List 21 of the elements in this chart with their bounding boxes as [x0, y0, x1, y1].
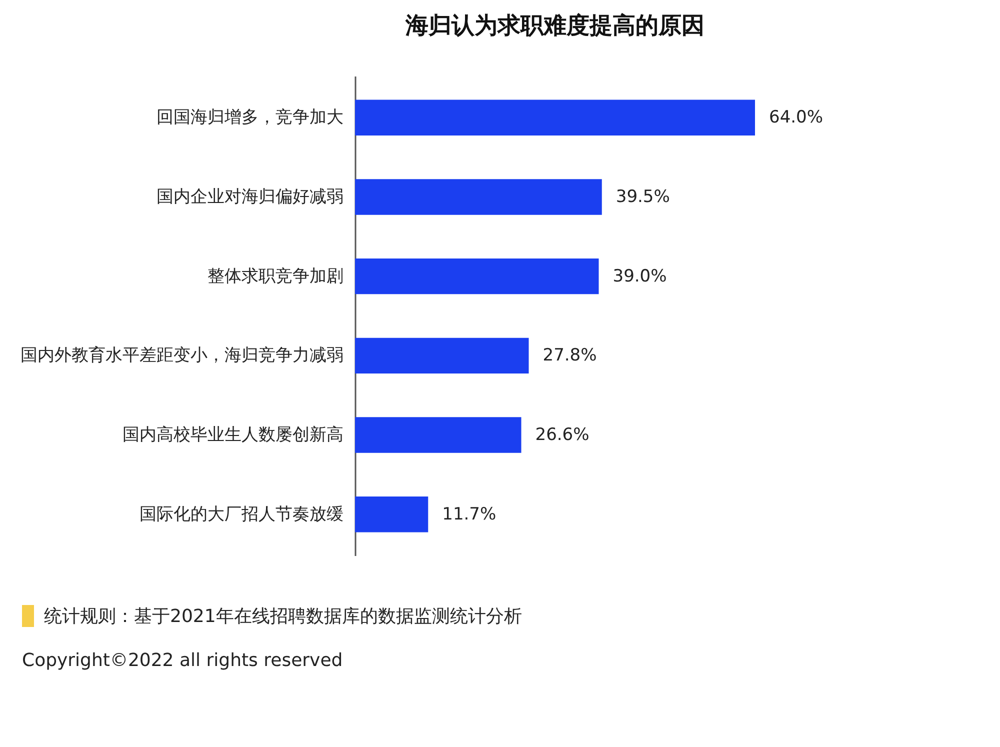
bar	[355, 258, 599, 294]
data-label: 39.5%	[616, 186, 670, 207]
y-tick-label: 回国海归增多，竞争加大	[156, 108, 344, 128]
text: Copyright©2022 all rights reserved	[22, 650, 343, 671]
y-tick-label: 整体求职竞争加剧	[208, 266, 344, 286]
data-label: 39.0%	[612, 266, 667, 286]
data-label: 64.0%	[769, 108, 824, 128]
y-tick-label: 国内外教育水平差距变小，海归竞争力减弱	[20, 346, 344, 366]
data-label: 11.7%	[442, 504, 496, 524]
bar	[355, 496, 428, 532]
bar	[355, 338, 529, 374]
bar	[355, 179, 602, 215]
chart-title: 海归认为求职难度提高的原因	[404, 12, 704, 39]
y-tick-label: 国际化的大厂招人节奏放缓	[140, 504, 344, 524]
y-tick-label: 国内企业对海归偏好减弱	[156, 186, 344, 207]
y-tick-label: 国内高校毕业生人数屡创新高	[122, 425, 344, 446]
text: 统计规则：基于2021年在线招聘数据库的数据监测统计分析	[44, 605, 522, 628]
data-label: 27.8%	[542, 346, 597, 366]
bar	[355, 100, 755, 136]
data-label: 26.6%	[535, 425, 590, 446]
bar	[355, 417, 522, 453]
